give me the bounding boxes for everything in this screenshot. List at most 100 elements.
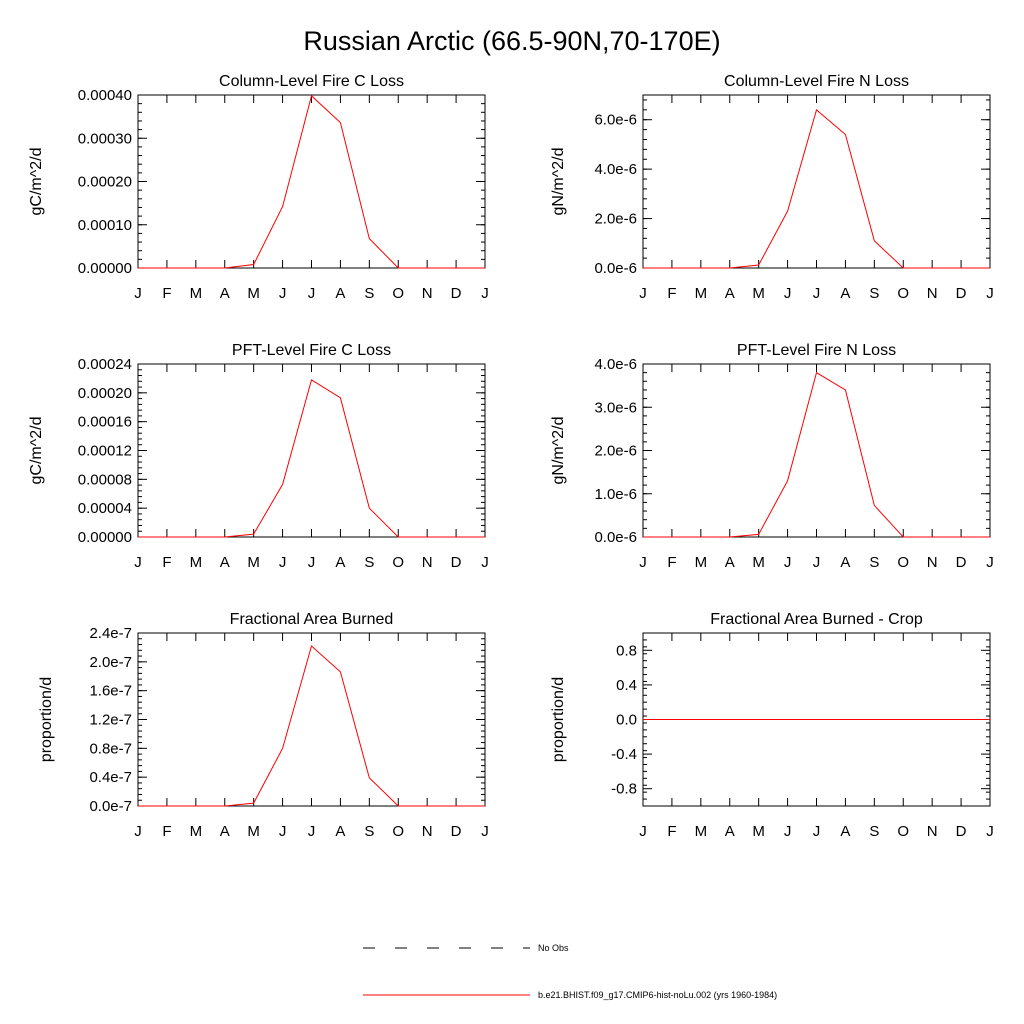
x-tick-label: F	[162, 554, 171, 571]
x-tick-label: J	[308, 554, 316, 571]
x-tick-label: M	[695, 285, 708, 302]
x-tick-label: F	[667, 823, 676, 840]
y-tick-label: 0.0	[616, 712, 637, 729]
x-tick-label: O	[392, 285, 404, 302]
x-tick-label: S	[364, 285, 374, 302]
x-tick-label: J	[784, 823, 792, 840]
y-axis-label: gN/m^2/d	[550, 148, 567, 216]
y-tick-label: 2.0e-7	[89, 654, 132, 671]
x-tick-label: A	[840, 285, 850, 302]
x-tick-label: J	[481, 285, 489, 302]
y-axis-label: gC/m^2/d	[28, 148, 45, 216]
x-tick-label: M	[190, 554, 203, 571]
y-tick-label: -0.4	[611, 746, 637, 763]
y-tick-label: 0.0e-7	[89, 798, 132, 815]
x-tick-label: J	[813, 823, 821, 840]
x-tick-label: J	[481, 554, 489, 571]
x-tick-label: J	[134, 554, 142, 571]
x-tick-label: M	[752, 554, 765, 571]
x-tick-label: A	[335, 554, 345, 571]
panel-title: Column-Level Fire C Loss	[219, 73, 404, 90]
y-tick-label: 0.00016	[78, 414, 132, 431]
y-tick-label: 0.00040	[78, 87, 132, 104]
legend-label-no-obs: No Obs	[538, 943, 569, 953]
y-tick-label: 0.00020	[78, 385, 132, 402]
x-tick-label: A	[840, 823, 850, 840]
plot-frame	[137, 632, 486, 807]
x-tick-label: A	[335, 823, 345, 840]
y-tick-label: 2.4e-7	[89, 625, 132, 642]
y-tick-label: 0.4e-7	[89, 769, 132, 786]
y-tick-label: 0.00004	[78, 500, 132, 517]
x-tick-label: A	[725, 554, 735, 571]
plot-frame	[642, 94, 991, 269]
x-tick-label: J	[784, 285, 792, 302]
x-tick-label: J	[481, 823, 489, 840]
y-tick-label: 1.0e-6	[594, 486, 637, 503]
x-tick-label: M	[752, 285, 765, 302]
series-line	[138, 379, 485, 538]
x-tick-label: O	[392, 823, 404, 840]
y-tick-label: 0.4	[616, 677, 637, 694]
x-tick-label: J	[279, 554, 287, 571]
panel-title: Fractional Area Burned	[230, 611, 394, 628]
y-axis-label: proportion/d	[38, 677, 55, 762]
x-tick-label: J	[813, 554, 821, 571]
y-axis-label: gC/m^2/d	[28, 417, 45, 485]
x-tick-label: S	[869, 823, 879, 840]
y-tick-label: 1.6e-7	[89, 683, 132, 700]
y-tick-label: 6.0e-6	[594, 112, 637, 129]
x-tick-label: S	[869, 285, 879, 302]
y-tick-label: 0.8e-7	[89, 740, 132, 757]
x-tick-label: N	[927, 554, 938, 571]
x-tick-label: J	[986, 285, 994, 302]
x-tick-label: N	[927, 285, 938, 302]
x-tick-label: A	[220, 554, 230, 571]
y-tick-label: 3.0e-6	[594, 399, 637, 416]
x-tick-label: A	[335, 285, 345, 302]
x-tick-label: J	[986, 823, 994, 840]
x-tick-label: J	[639, 823, 647, 840]
y-tick-label: -0.8	[611, 781, 637, 798]
y-tick-label: 0.00000	[78, 529, 132, 546]
x-tick-label: M	[247, 554, 260, 571]
x-tick-label: F	[162, 823, 171, 840]
x-tick-label: J	[986, 554, 994, 571]
x-tick-label: J	[639, 285, 647, 302]
panel-title: PFT-Level Fire N Loss	[737, 342, 896, 359]
x-tick-label: O	[897, 823, 909, 840]
series-line	[643, 108, 990, 269]
plot-frame	[137, 363, 486, 538]
panel-title: Fractional Area Burned - Crop	[710, 611, 923, 628]
series-line	[138, 94, 485, 269]
x-tick-label: J	[813, 285, 821, 302]
x-tick-label: N	[422, 285, 433, 302]
y-tick-label: 1.2e-7	[89, 712, 132, 729]
x-tick-label: F	[667, 285, 676, 302]
x-tick-label: F	[667, 554, 676, 571]
x-tick-label: M	[752, 823, 765, 840]
x-tick-label: A	[725, 823, 735, 840]
x-tick-label: M	[190, 285, 203, 302]
series-line	[643, 371, 990, 538]
y-tick-label: 2.0e-6	[594, 211, 637, 228]
y-tick-label: 0.00010	[78, 217, 132, 234]
plot-frame	[642, 363, 991, 538]
x-tick-label: M	[247, 285, 260, 302]
x-tick-label: A	[725, 285, 735, 302]
x-tick-label: A	[220, 285, 230, 302]
y-tick-label: 4.0e-6	[594, 161, 637, 178]
x-tick-label: J	[784, 554, 792, 571]
figure-title: Russian Arctic (66.5-90N,70-170E)	[303, 26, 720, 56]
x-tick-label: D	[451, 285, 462, 302]
x-tick-label: S	[364, 823, 374, 840]
x-tick-label: D	[956, 285, 967, 302]
y-tick-label: 0.0e-6	[594, 529, 637, 546]
x-tick-label: D	[451, 554, 462, 571]
x-tick-label: O	[897, 554, 909, 571]
x-tick-label: J	[279, 285, 287, 302]
